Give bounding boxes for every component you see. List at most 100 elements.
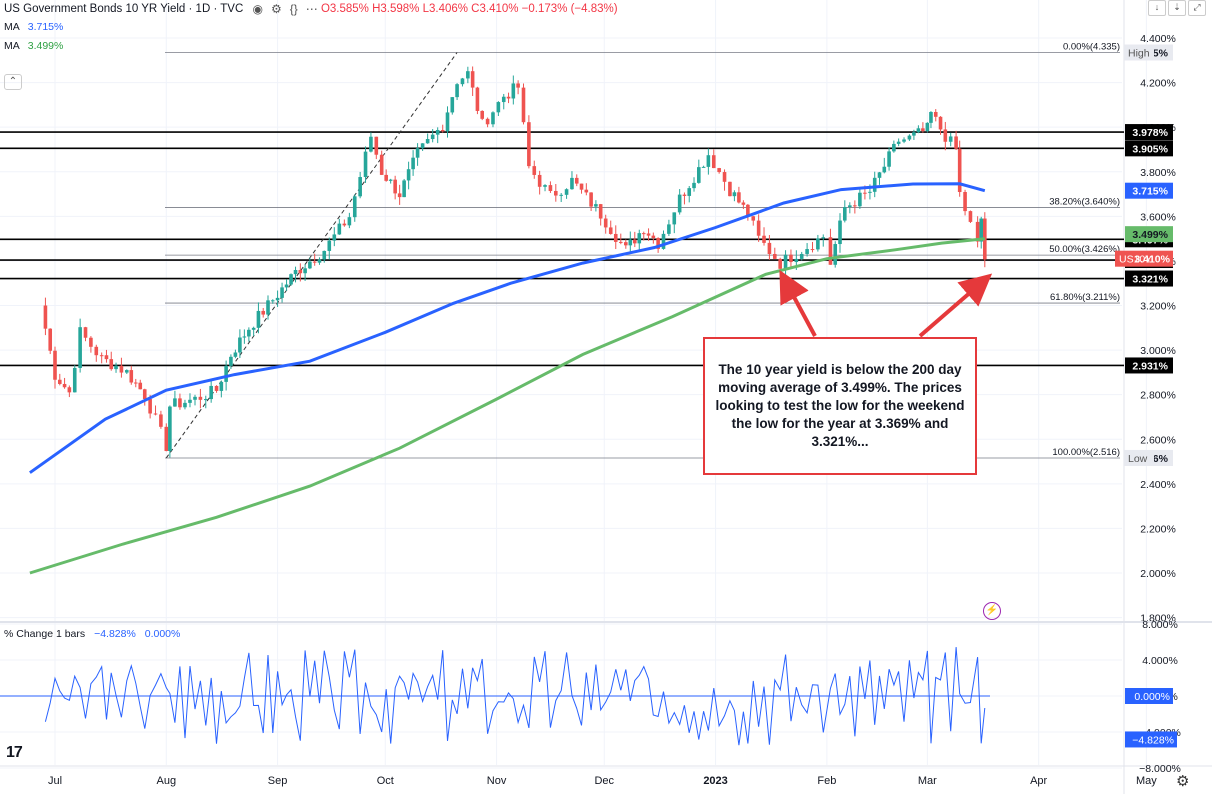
candle-body xyxy=(661,233,666,249)
candle-body xyxy=(411,157,415,170)
sub-pane-value-1: −4.828% xyxy=(94,628,136,640)
candle-body xyxy=(957,148,962,193)
candle-body xyxy=(219,381,224,391)
scroll-end-button[interactable]: ⇣ xyxy=(1168,0,1186,16)
candle-body xyxy=(902,139,906,142)
x-tick-label: Feb xyxy=(817,775,836,787)
candle-body xyxy=(741,202,746,205)
candle-body xyxy=(943,129,948,142)
candle-body xyxy=(142,389,147,399)
y-tick-label: 4.200% xyxy=(1140,78,1176,90)
candle-body xyxy=(863,192,867,194)
x-tick-label: Nov xyxy=(487,775,507,787)
candle-body xyxy=(266,300,270,315)
pct-change-line xyxy=(44,647,986,746)
candle-body xyxy=(559,194,563,196)
candle-body xyxy=(858,192,862,207)
ma-fast-tag: 3.715% xyxy=(1132,186,1168,198)
level-tag-bg xyxy=(1125,270,1173,287)
candle-body xyxy=(83,327,88,338)
candle-body xyxy=(388,179,393,181)
candle-body xyxy=(62,383,67,388)
candle-body xyxy=(435,130,440,135)
candle-body xyxy=(701,166,706,168)
candle-body xyxy=(778,258,782,269)
candle-body xyxy=(697,167,701,183)
sub-pane-title[interactable]: % Change 1 bars xyxy=(4,628,86,640)
candle-body xyxy=(203,399,208,401)
candle-body xyxy=(527,122,531,167)
candle-body xyxy=(833,244,838,265)
candle-body xyxy=(43,305,48,329)
settings-icon[interactable]: ⚙ xyxy=(270,2,282,16)
candle-body xyxy=(564,189,569,195)
candle-body xyxy=(548,185,553,191)
candle-body xyxy=(133,382,138,384)
flash-icon[interactable]: ⚡ xyxy=(983,602,1001,620)
source-code-icon[interactable]: {} xyxy=(289,2,298,16)
candle-body xyxy=(853,205,857,207)
candle-body xyxy=(672,212,677,225)
y-tick-label: 4.400% xyxy=(1140,33,1176,45)
candle-body xyxy=(125,370,129,373)
candle-body xyxy=(114,365,118,370)
symbol-title[interactable]: US Government Bonds 10 YR Yield · 1D · T… xyxy=(4,3,244,16)
ma-slow-legend[interactable]: MA 3.499% xyxy=(4,40,64,53)
sub-y-tick-label: 8.000% xyxy=(1142,619,1178,631)
x-tick-label: Mar xyxy=(918,775,937,787)
candle-body xyxy=(450,97,455,113)
sub-current-tag-bg xyxy=(1125,731,1177,748)
ma-slow-tag-bg xyxy=(1125,226,1173,243)
candle-body xyxy=(794,258,799,263)
x-tick-label: May xyxy=(1136,775,1157,787)
last-price-bg xyxy=(1115,250,1173,267)
candle-body xyxy=(692,182,696,189)
candle-body xyxy=(289,274,293,285)
candle-body xyxy=(317,259,322,263)
candle-body xyxy=(628,239,633,246)
collapse-legend-button[interactable]: ⌃ xyxy=(4,74,22,90)
eye-icon[interactable]: ◉ xyxy=(252,2,263,16)
fib-level-label: 100.00%(2.516) xyxy=(1052,447,1120,458)
more-icon[interactable]: ⋯ xyxy=(305,2,318,16)
candle-body xyxy=(251,327,256,330)
candle-body xyxy=(327,240,332,251)
candle-body xyxy=(892,143,896,152)
fib-level-label: 38.20%(3.640%) xyxy=(1049,196,1120,207)
candle-body xyxy=(138,382,143,390)
candle-body xyxy=(53,350,57,380)
candle-body xyxy=(848,205,852,208)
candle-body xyxy=(843,207,847,221)
y-tick-label: 3.600% xyxy=(1140,211,1176,223)
ma-fast-line xyxy=(29,182,986,474)
candle-body xyxy=(425,139,430,144)
candle-body xyxy=(322,250,327,260)
candle-body xyxy=(379,154,384,175)
ma-fast-legend[interactable]: MA 3.715% xyxy=(4,21,64,34)
candle-body xyxy=(613,233,618,242)
candle-body xyxy=(963,192,967,212)
candle-body xyxy=(677,194,682,213)
candle-body xyxy=(94,346,99,356)
y-tick-label: 2.600% xyxy=(1140,434,1176,446)
candle-body xyxy=(358,177,362,197)
candle-body xyxy=(168,406,172,452)
candle-body xyxy=(164,426,169,452)
x-tick-label: 2023 xyxy=(703,775,727,787)
candle-body xyxy=(209,385,213,400)
annotation-arrow-left xyxy=(779,269,817,337)
maximize-button[interactable]: ⤢ xyxy=(1188,0,1206,16)
scroll-down-button[interactable]: ↓ xyxy=(1148,0,1166,16)
candle-body xyxy=(393,179,397,194)
gear-icon[interactable]: ⚙ xyxy=(1176,773,1190,790)
candle-body xyxy=(938,116,943,130)
candle-body xyxy=(312,261,317,263)
candle-body xyxy=(933,111,938,117)
candle-body xyxy=(148,398,152,414)
candle-body xyxy=(751,216,756,221)
y-tick-label: 2.000% xyxy=(1140,568,1176,580)
candle-body xyxy=(119,365,124,373)
candle-body xyxy=(799,253,804,259)
candle-body xyxy=(877,172,882,178)
